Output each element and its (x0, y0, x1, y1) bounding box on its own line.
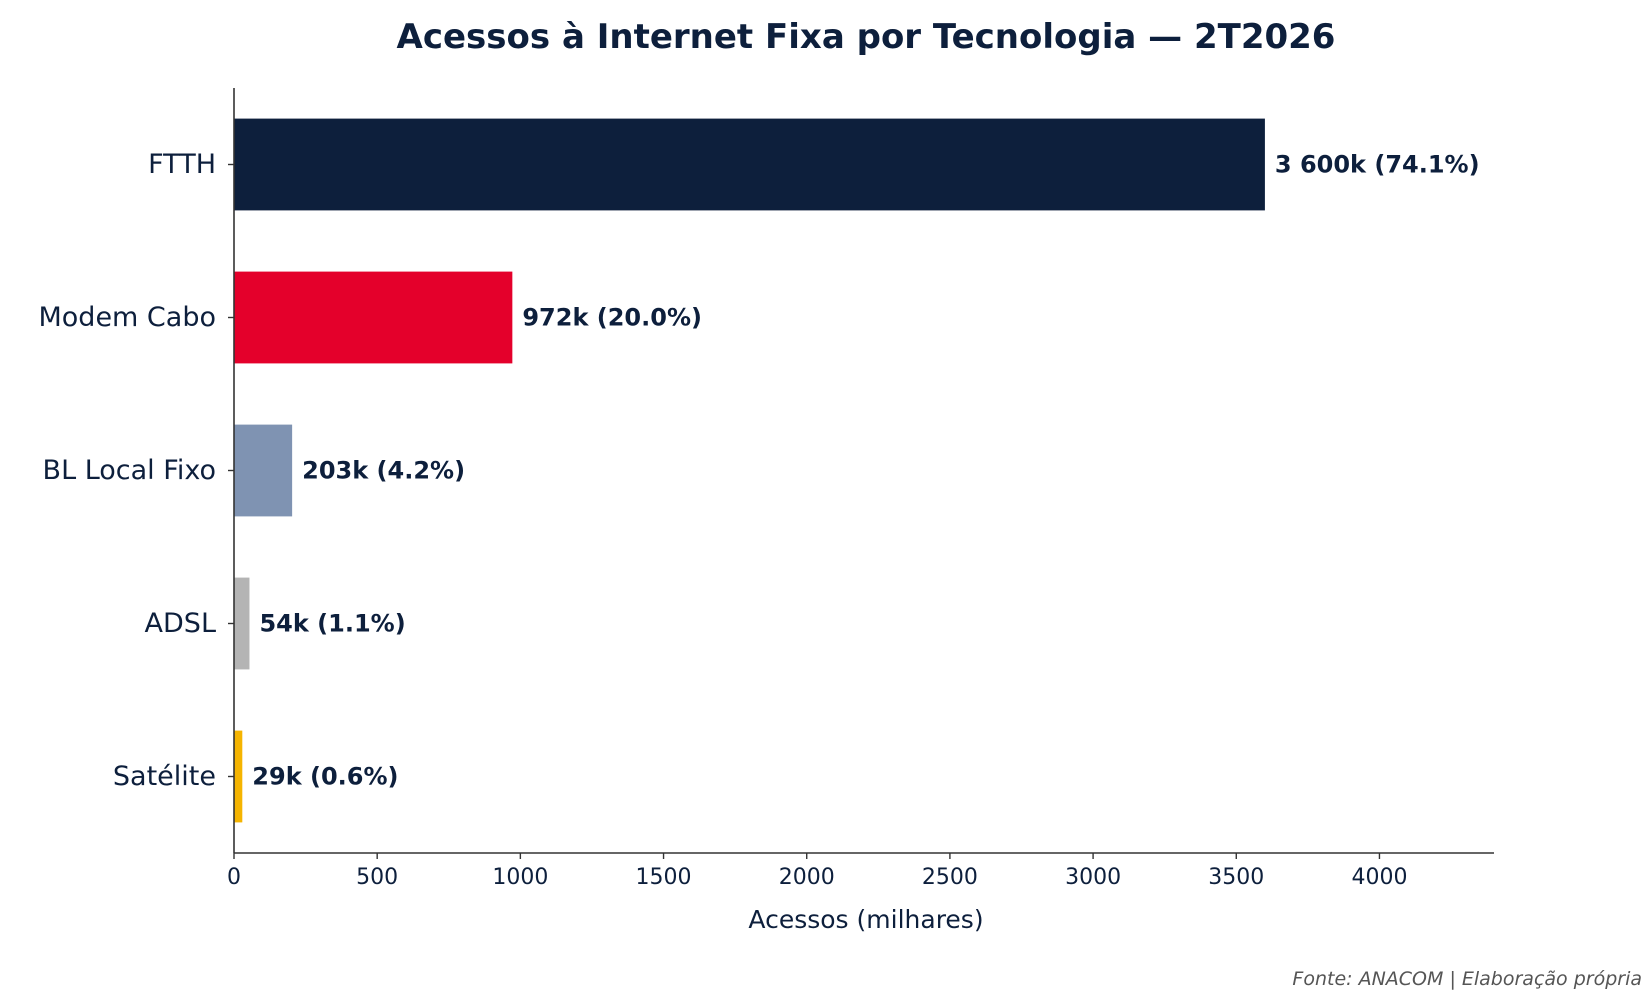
data-label-4: 29k (0.6%) (252, 763, 398, 791)
y-tick-label-3: ADSL (145, 608, 216, 639)
data-label-1: 972k (20.0%) (522, 304, 702, 332)
y-tick-label-1: Modem Cabo (38, 302, 216, 333)
x-tick-label-4: 2000 (779, 865, 835, 890)
x-axis-label: Acessos (milhares) (748, 905, 983, 934)
y-tick-label-4: Satélite (113, 761, 216, 792)
bar-1 (234, 271, 513, 364)
x-tick-label-0: 0 (227, 865, 241, 890)
chart-title: Acessos à Internet Fixa por Tecnologia —… (397, 17, 1336, 57)
x-axis-ticks: 0 500 1000 1500 2000 2500 3000 3500 4000 (227, 853, 1407, 890)
y-tick-label-0: FTTH (148, 149, 216, 180)
bar-4 (234, 730, 243, 823)
x-tick-label-6: 3000 (1065, 865, 1121, 890)
y-axis-ticks: FTTH Modem Cabo BL Local Fixo ADSL Satélite (38, 149, 234, 792)
bar-0 (234, 118, 1265, 211)
x-tick-label-5: 2500 (922, 865, 978, 890)
bar-3 (234, 577, 250, 670)
x-tick-label-2: 1000 (492, 865, 548, 890)
data-labels-group: 3 600k (74.1%) 972k (20.0%) 203k (4.2%) 54k… (252, 151, 1479, 791)
y-tick-label-2: BL Local Fixo (43, 455, 216, 486)
source-note: Fonte: ANACOM | Elaboração própria (1292, 968, 1642, 990)
x-tick-label-8: 4000 (1351, 865, 1407, 890)
data-label-2: 203k (4.2%) (302, 457, 465, 485)
data-label-0: 3 600k (74.1%) (1275, 151, 1480, 179)
x-tick-label-1: 500 (356, 865, 398, 890)
data-label-3: 54k (1.1%) (259, 610, 405, 638)
bars-group (234, 118, 1265, 823)
bar-2 (234, 424, 293, 517)
x-tick-label-7: 3500 (1208, 865, 1264, 890)
x-tick-label-3: 1500 (636, 865, 692, 890)
